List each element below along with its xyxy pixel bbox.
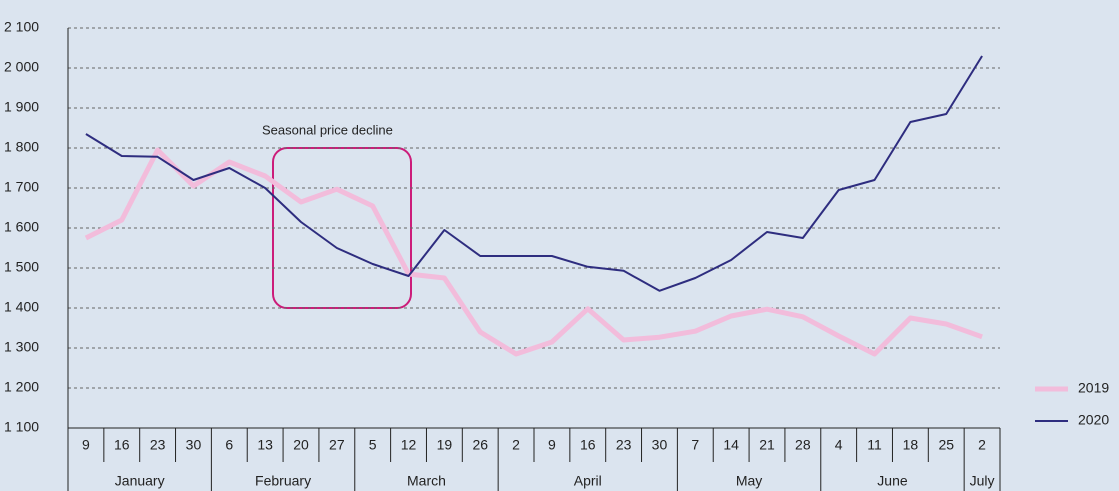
x-tick-label: 18	[903, 437, 919, 453]
x-tick-label: 25	[938, 437, 954, 453]
y-tick-label: 1 400	[4, 299, 39, 315]
month-label: February	[255, 473, 311, 489]
x-tick-label: 5	[369, 437, 377, 453]
y-tick-label: 1 800	[4, 139, 39, 155]
x-tick-label: 27	[329, 437, 345, 453]
x-tick-label: 2	[978, 437, 986, 453]
x-tick-label: 14	[723, 437, 739, 453]
y-tick-label: 1 600	[4, 219, 39, 235]
x-tick-label: 30	[652, 437, 668, 453]
x-tick-label: 6	[225, 437, 233, 453]
x-tick-label: 23	[616, 437, 632, 453]
y-tick-label: 2 100	[4, 19, 39, 35]
y-tick-label: 2 000	[4, 59, 39, 75]
y-tick-label: 1 900	[4, 99, 39, 115]
x-tick-label: 21	[759, 437, 775, 453]
x-tick-label: 23	[150, 437, 166, 453]
month-label: July	[970, 473, 995, 489]
x-tick-label: 16	[580, 437, 596, 453]
y-tick-label: 1 100	[4, 419, 39, 435]
x-tick-label: 4	[835, 437, 843, 453]
x-tick-label: 20	[293, 437, 309, 453]
y-tick-label: 1 500	[4, 259, 39, 275]
legend-label: 2020	[1078, 412, 1109, 428]
x-tick-label: 26	[472, 437, 488, 453]
series-line	[85, 55, 983, 292]
x-tick-label: 12	[401, 437, 417, 453]
month-label: April	[574, 473, 602, 489]
x-tick-label: 9	[82, 437, 90, 453]
month-label: March	[407, 473, 446, 489]
x-tick-label: 30	[186, 437, 202, 453]
legend-label: 2019	[1078, 380, 1109, 396]
annotation: Seasonal price decline	[262, 122, 393, 137]
x-tick-label: 2	[512, 437, 520, 453]
month-label: May	[736, 473, 762, 489]
x-tick-label: 7	[691, 437, 699, 453]
x-tick-label: 19	[437, 437, 453, 453]
x-tick-label: 11	[867, 437, 882, 453]
x-tick-label: 9	[548, 437, 556, 453]
x-tick-label: 16	[114, 437, 130, 453]
series-line	[84, 147, 983, 357]
y-tick-label: 1 200	[4, 379, 39, 395]
month-label: June	[877, 473, 908, 489]
month-label: January	[115, 473, 165, 489]
x-tick-label: 13	[257, 437, 273, 453]
y-tick-label: 1 700	[4, 179, 39, 195]
y-tick-label: 1 300	[4, 339, 39, 355]
x-tick-label: 28	[795, 437, 811, 453]
